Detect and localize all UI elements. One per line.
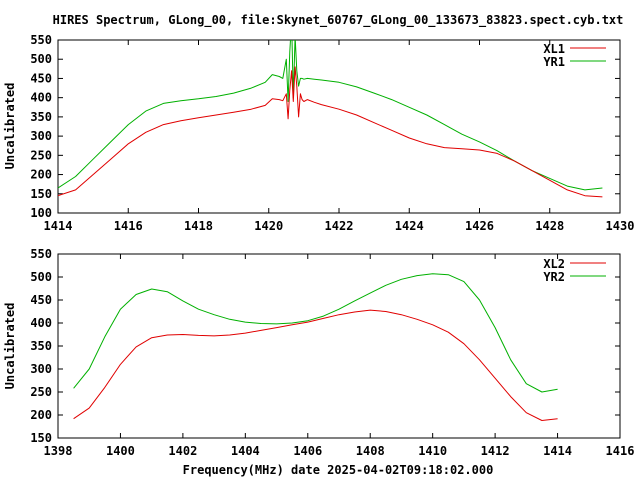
x-tick-label: 1430 bbox=[606, 219, 635, 233]
legend-label-yr2: YR2 bbox=[543, 270, 565, 284]
top-plot-frame bbox=[57, 39, 621, 214]
top-series-lines bbox=[58, 40, 603, 198]
x-tick-label: 1402 bbox=[168, 444, 197, 458]
bottom-series-lines bbox=[73, 273, 558, 421]
bottom-legend: XL2 YR2 bbox=[543, 257, 606, 284]
y-tick-label: 200 bbox=[30, 408, 52, 422]
x-tick-label: 1410 bbox=[418, 444, 447, 458]
y-tick-label: 400 bbox=[30, 91, 52, 105]
bottom-y-axis-ticks: 150 200 250 300 350 400 450 500 550 bbox=[30, 247, 620, 445]
bottom-x-axis-ticks: 1398 1400 1402 1404 1406 1408 1410 1412 1414 1416 bbox=[44, 254, 635, 458]
y-tick-label: 200 bbox=[30, 168, 52, 182]
series-line-xl1 bbox=[58, 66, 603, 198]
y-tick-label: 350 bbox=[30, 339, 52, 353]
top-x-axis-ticks: 1414 1416 1418 1420 1422 1424 1426 1428 1430 bbox=[44, 40, 635, 233]
x-tick-label: 1428 bbox=[535, 219, 564, 233]
bottom-x-axis-label: Frequency(MHz) date 2025-04-02T09:18:02.… bbox=[183, 463, 494, 477]
y-tick-label: 150 bbox=[30, 187, 52, 201]
y-tick-label: 500 bbox=[30, 52, 52, 66]
x-tick-label: 1408 bbox=[356, 444, 385, 458]
x-tick-label: 1420 bbox=[254, 219, 283, 233]
legend-label-xl1: XL1 bbox=[543, 42, 565, 56]
x-tick-label: 1404 bbox=[231, 444, 260, 458]
x-tick-label: 1426 bbox=[465, 219, 494, 233]
bottom-y-axis-label: Uncalibrated bbox=[3, 303, 17, 390]
x-tick-label: 1412 bbox=[481, 444, 510, 458]
x-tick-label: 1418 bbox=[184, 219, 213, 233]
x-tick-label: 1424 bbox=[395, 219, 424, 233]
x-tick-label: 1414 bbox=[543, 444, 572, 458]
x-tick-label: 1422 bbox=[325, 219, 354, 233]
series-line-xl2 bbox=[73, 309, 558, 421]
y-tick-label: 400 bbox=[30, 316, 52, 330]
x-tick-label: 1400 bbox=[106, 444, 135, 458]
x-tick-label: 1414 bbox=[44, 219, 73, 233]
y-tick-label: 550 bbox=[30, 33, 52, 47]
legend-label-yr1: YR1 bbox=[543, 55, 565, 69]
y-tick-label: 300 bbox=[30, 129, 52, 143]
x-tick-label: 1416 bbox=[114, 219, 143, 233]
y-tick-label: 100 bbox=[30, 206, 52, 220]
y-tick-label: 250 bbox=[30, 385, 52, 399]
y-tick-label: 250 bbox=[30, 148, 52, 162]
x-tick-label: 1398 bbox=[44, 444, 73, 458]
x-tick-label: 1406 bbox=[293, 444, 322, 458]
y-tick-label: 450 bbox=[30, 293, 52, 307]
top-y-axis-label: Uncalibrated bbox=[3, 83, 17, 170]
y-tick-label: 150 bbox=[30, 431, 52, 445]
bottom-plot-frame bbox=[57, 253, 621, 439]
top-y-axis-ticks: 100 150 200 250 300 350 400 450 500 550 bbox=[30, 33, 620, 220]
y-tick-label: 450 bbox=[30, 71, 52, 85]
y-tick-label: 350 bbox=[30, 110, 52, 124]
top-legend: XL1 YR1 bbox=[543, 42, 606, 69]
bottom-spectrum-panel: 150 200 250 300 350 400 450 500 550 1398 1400 1402… bbox=[3, 247, 634, 477]
x-tick-label: 1416 bbox=[606, 444, 635, 458]
series-line-yr2 bbox=[73, 273, 558, 393]
y-tick-label: 300 bbox=[30, 362, 52, 376]
series-line-yr1 bbox=[58, 40, 603, 191]
y-tick-label: 550 bbox=[30, 247, 52, 261]
y-tick-label: 500 bbox=[30, 270, 52, 284]
legend-label-xl2: XL2 bbox=[543, 257, 565, 271]
figure-title: HIRES Spectrum, GLong_00, file:Skynet_60… bbox=[53, 13, 624, 28]
